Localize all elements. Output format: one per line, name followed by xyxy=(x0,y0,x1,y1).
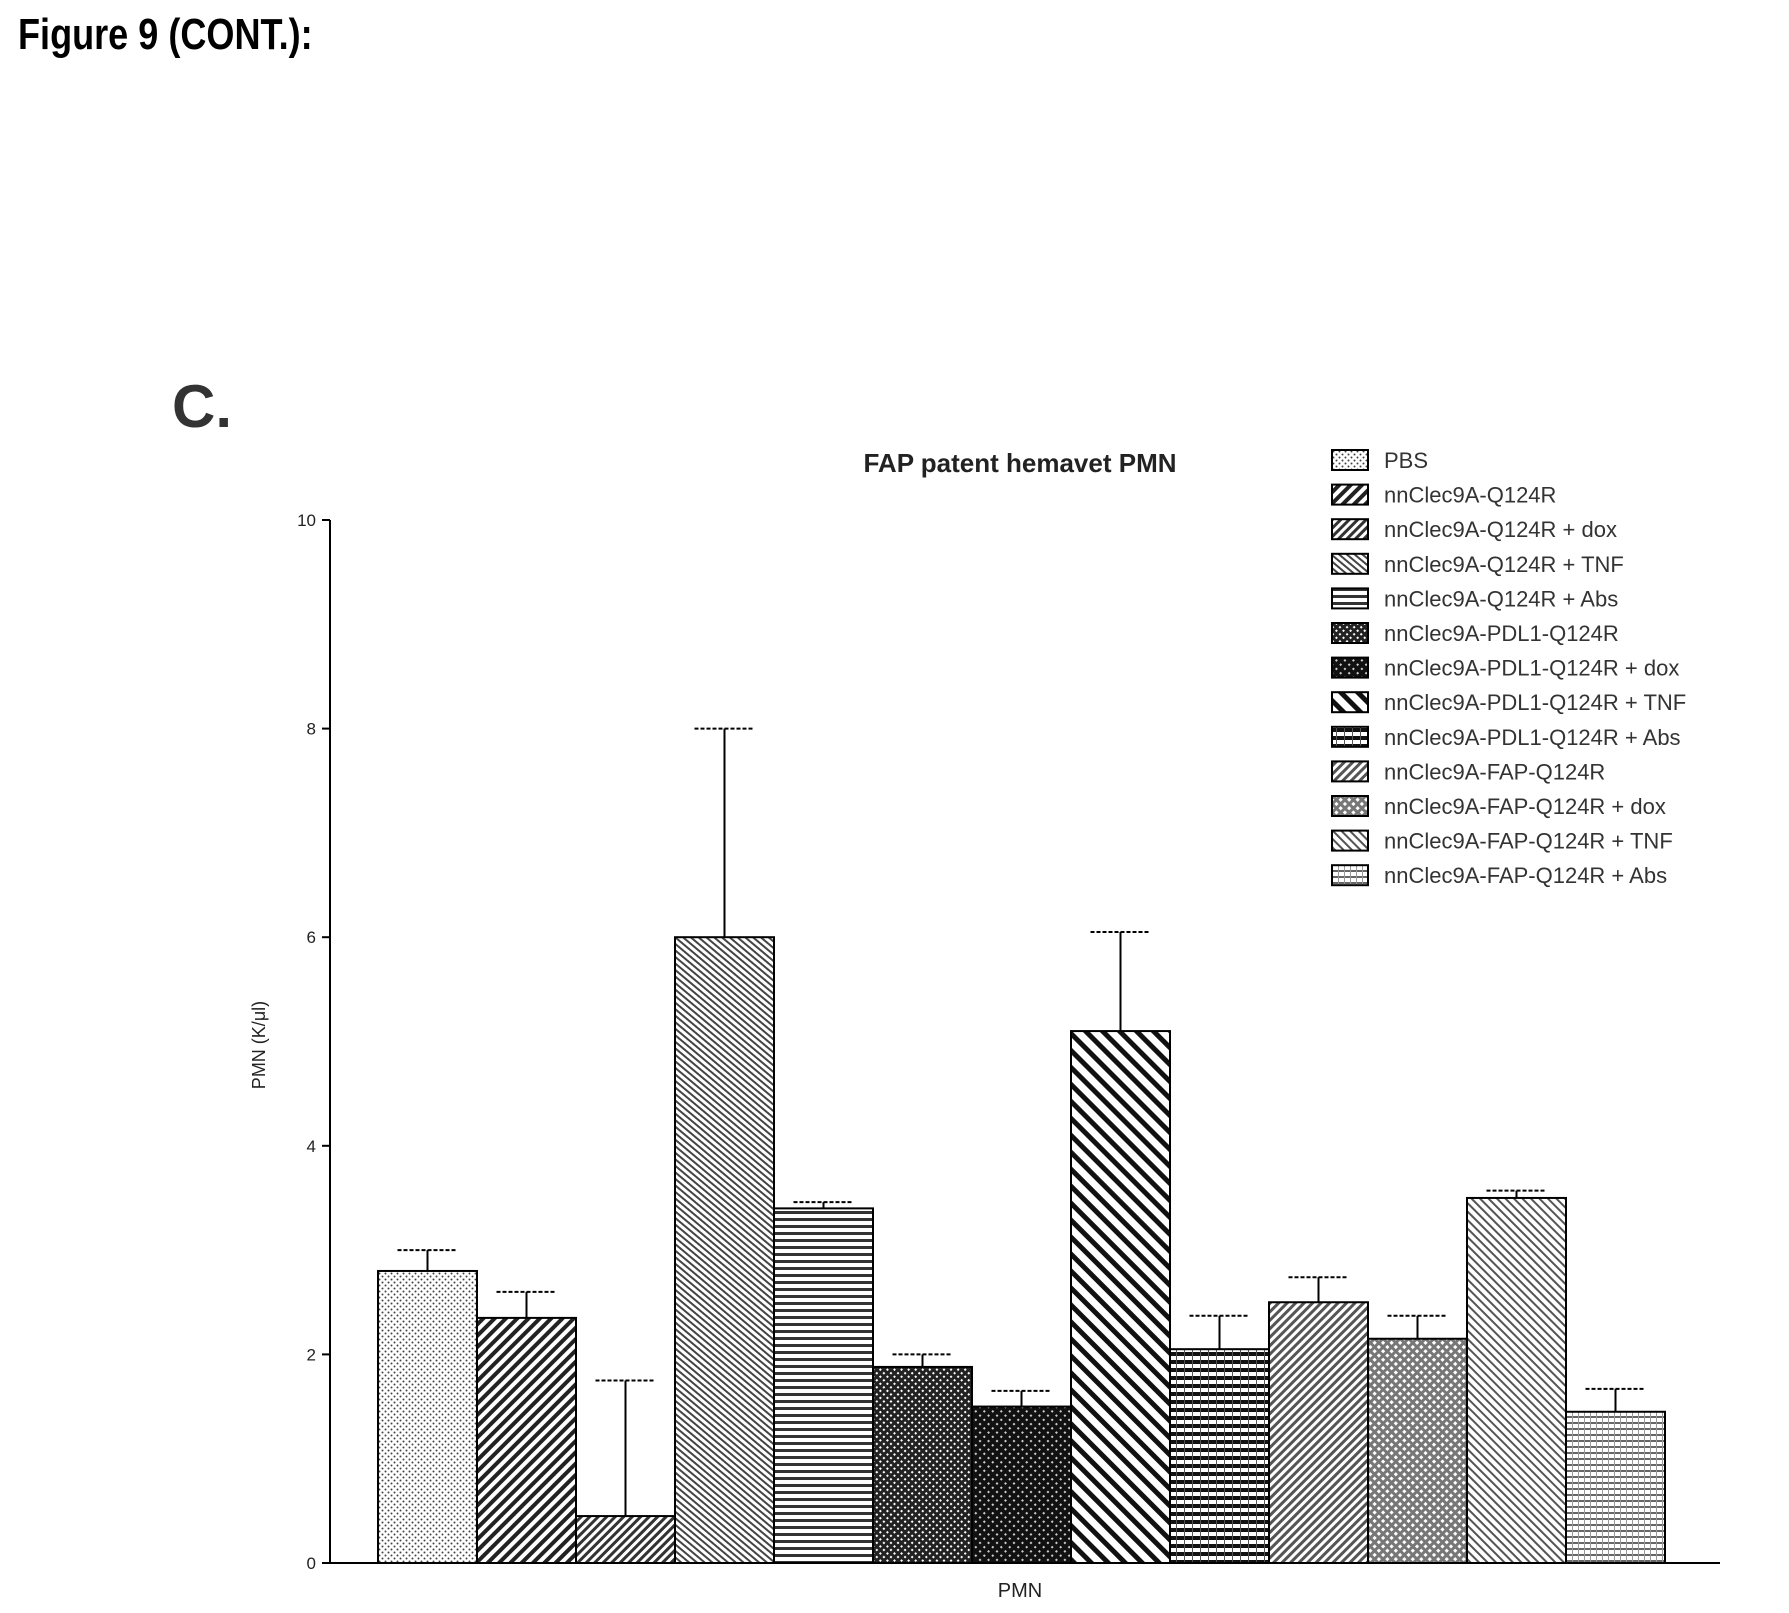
bar-5 xyxy=(773,1207,874,1564)
legend-swatch xyxy=(1331,587,1369,610)
legend-swatch xyxy=(1331,760,1369,783)
y-tick-label: 4 xyxy=(307,1137,316,1156)
legend-label: nnClec9A-PDL1-Q124R xyxy=(1384,621,1619,646)
panel-label: C. xyxy=(172,373,232,440)
legend-label: nnClec9A-FAP-Q124R xyxy=(1384,759,1605,784)
legend-swatch xyxy=(1331,795,1369,817)
y-tick-label: 10 xyxy=(297,511,316,530)
y-axis-label: PMN (K/μl) xyxy=(249,1001,269,1089)
legend-label: nnClec9A-Q124R + TNF xyxy=(1384,552,1624,577)
legend-swatch xyxy=(1331,518,1369,541)
bar-8 xyxy=(1070,1030,1171,1564)
legend-swatch xyxy=(1331,829,1369,852)
legend-label: nnClec9A-Q124R xyxy=(1384,483,1556,508)
legend-swatch xyxy=(1331,691,1369,714)
bar-9 xyxy=(1169,1348,1270,1565)
legend-swatch xyxy=(1331,864,1369,887)
bar-10 xyxy=(1268,1301,1369,1564)
legend-label: nnClec9A-FAP-Q124R + Abs xyxy=(1384,863,1667,888)
bar-4 xyxy=(674,936,775,1564)
bar-13 xyxy=(1565,1410,1666,1565)
legend-label: nnClec9A-Q124R + Abs xyxy=(1384,586,1618,611)
legend-swatch xyxy=(1331,725,1369,748)
y-tick-label: 8 xyxy=(307,720,316,739)
bar-7 xyxy=(971,1405,1072,1565)
bar-2 xyxy=(476,1316,577,1565)
bar-11 xyxy=(1367,1337,1468,1564)
legend-swatch xyxy=(1331,552,1369,575)
chart-title: FAP patent hemavet PMN xyxy=(863,448,1176,478)
x-axis-label: PMN xyxy=(998,1580,1042,1602)
legend-swatch xyxy=(1331,656,1369,679)
legend-label: nnClec9A-PDL1-Q124R + dox xyxy=(1384,656,1679,681)
bar-1 xyxy=(377,1269,478,1564)
bar-6 xyxy=(872,1365,973,1565)
legend-swatch xyxy=(1331,449,1369,471)
legend-label: nnClec9A-PDL1-Q124R + Abs xyxy=(1384,725,1681,750)
y-tick-label: 6 xyxy=(307,928,316,947)
legend-label: nnClec9A-PDL1-Q124R + TNF xyxy=(1384,690,1686,715)
y-tick-label: 2 xyxy=(307,1345,316,1364)
legend-swatch xyxy=(1331,622,1369,644)
legend-label: nnClec9A-Q124R + dox xyxy=(1384,517,1617,542)
legend-label: PBS xyxy=(1384,448,1428,473)
bar-12 xyxy=(1466,1196,1567,1564)
figure-label: Figure 9 (CONT.): xyxy=(18,10,313,59)
legend-label: nnClec9A-FAP-Q124R + TNF xyxy=(1384,829,1673,854)
bar-3 xyxy=(575,1515,676,1564)
y-tick-label: 0 xyxy=(307,1554,316,1573)
legend-swatch xyxy=(1331,483,1369,506)
legend-label: nnClec9A-FAP-Q124R + dox xyxy=(1384,794,1666,819)
